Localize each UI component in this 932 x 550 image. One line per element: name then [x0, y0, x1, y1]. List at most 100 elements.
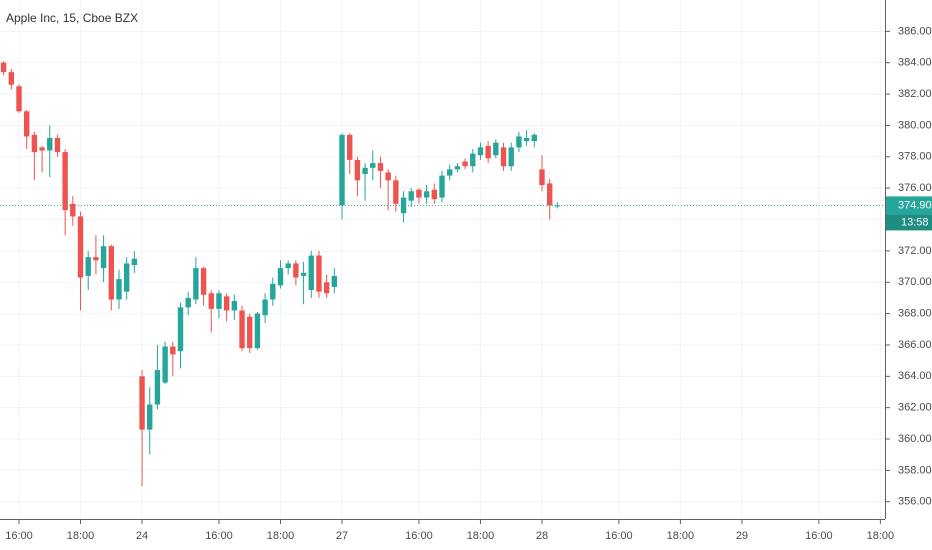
candle-body	[308, 255, 314, 291]
candle-body	[362, 167, 368, 175]
x-tick-label: 18:00	[867, 530, 895, 542]
candle-body	[354, 159, 361, 181]
candle-body	[554, 205, 561, 207]
candle-body	[100, 246, 107, 269]
candle-body	[408, 191, 414, 201]
candle-body	[108, 246, 114, 300]
candle-body	[162, 346, 168, 383]
candle-body	[70, 203, 76, 217]
candle-body	[485, 145, 491, 159]
y-tick-label: 378.00	[898, 151, 932, 163]
candle-body	[385, 172, 391, 181]
candle-body	[54, 137, 61, 153]
chart-title: Apple Inc, 15, Cboe BZX	[6, 11, 138, 25]
candle-body	[231, 301, 238, 311]
candle-body	[116, 279, 122, 300]
candle-body	[470, 153, 476, 167]
y-tick-label: 386.00	[898, 25, 932, 37]
candle-body	[247, 316, 253, 349]
last-price-label: 374.90	[898, 199, 932, 211]
candle-body	[446, 169, 453, 176]
candle-body	[77, 216, 84, 278]
x-tick-label: 28	[536, 530, 548, 542]
y-tick-label: 356.00	[898, 496, 932, 508]
candle-body	[377, 163, 384, 171]
y-tick-label: 358.00	[898, 464, 932, 476]
candle-body	[500, 147, 507, 167]
candle-body	[431, 189, 438, 200]
candles	[0, 61, 885, 487]
candle-body	[416, 189, 422, 198]
candle-body	[270, 283, 276, 300]
x-tick-label: 18:00	[67, 530, 95, 542]
y-tick-label: 366.00	[898, 339, 932, 351]
candle-body	[347, 134, 353, 160]
countdown-box	[886, 214, 932, 231]
candle-body	[31, 134, 38, 153]
candle-body	[462, 161, 468, 167]
candle-body	[147, 404, 153, 430]
y-tick-label: 370.00	[898, 276, 932, 288]
x-tick-label: 16:00	[805, 530, 833, 542]
candle-body	[300, 272, 307, 276]
candle-body	[208, 293, 214, 309]
candle-body	[16, 86, 22, 112]
candle-body	[23, 111, 30, 137]
y-tick-label: 376.00	[898, 182, 932, 194]
axes: 356.00 358.00 360.00 362.00 364.00 366.00 368.…	[5, 25, 932, 542]
candle-body	[93, 257, 99, 261]
candle-body	[516, 136, 522, 148]
x-tick-label: 29	[736, 530, 748, 542]
x-tick-label: 18:00	[467, 530, 495, 542]
y-tick-label: 384.00	[898, 57, 932, 69]
candle-body	[39, 147, 45, 151]
candle-body	[539, 169, 545, 186]
y-tick-label: 372.00	[898, 245, 932, 257]
candle-body	[316, 255, 322, 292]
candle-body	[177, 307, 184, 352]
candle-body	[339, 134, 345, 206]
candle-body	[493, 142, 499, 156]
candle-body	[123, 263, 130, 292]
candle-body	[323, 282, 330, 294]
candle-body	[47, 137, 53, 151]
candle-body	[423, 191, 430, 198]
candle-body	[546, 183, 553, 206]
candle-body	[523, 137, 530, 142]
candle-body	[331, 275, 338, 287]
x-tick-label: 27	[336, 530, 348, 542]
candle-body	[185, 297, 191, 308]
last-price-box	[886, 196, 932, 215]
countdown-label: 13:58	[901, 216, 929, 228]
y-tick-label: 368.00	[898, 308, 932, 320]
candle-body	[277, 268, 284, 286]
candle-body	[0, 62, 7, 73]
candle-body	[370, 163, 376, 168]
candle-body	[239, 310, 245, 349]
candle-body	[285, 263, 291, 269]
candle-body	[62, 152, 68, 211]
candle-body	[400, 197, 407, 214]
candle-body	[393, 180, 399, 204]
candle-body	[262, 299, 268, 316]
candle-body	[216, 293, 222, 309]
candle-body	[154, 370, 161, 405]
y-tick-label: 364.00	[898, 370, 932, 382]
x-tick-label: 16:00	[205, 530, 233, 542]
candle-body	[170, 346, 176, 355]
candle-body	[508, 147, 514, 167]
y-tick-label: 362.00	[898, 402, 932, 414]
y-tick-label: 360.00	[898, 433, 932, 445]
candle-body	[439, 175, 445, 198]
x-tick-label: 16:00	[605, 530, 633, 542]
candle-body	[454, 166, 461, 170]
y-tick-label: 382.00	[898, 88, 932, 100]
candle-body	[193, 268, 199, 300]
candle-body	[139, 376, 145, 430]
y-tick-label: 380.00	[898, 119, 932, 131]
x-tick-label: 16:00	[405, 530, 433, 542]
candle-body	[223, 296, 230, 311]
candle-body	[85, 257, 91, 276]
